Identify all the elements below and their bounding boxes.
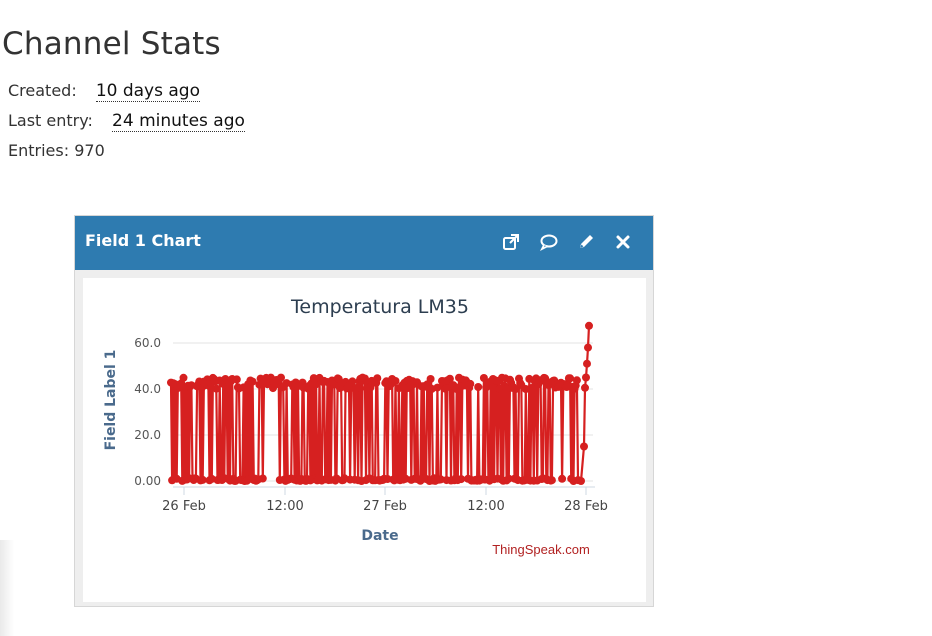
data-point	[441, 384, 450, 393]
data-point	[212, 384, 221, 393]
y-tick-label: 40.0	[134, 382, 161, 396]
close-icon[interactable]	[612, 231, 634, 253]
data-point	[457, 475, 466, 484]
data-point	[577, 477, 585, 485]
data-point	[547, 476, 556, 485]
data-point	[232, 375, 241, 384]
data-point	[511, 385, 520, 393]
data-point	[373, 374, 382, 383]
chart-area: Temperatura LM35 Date Field Label 1 Thin…	[83, 278, 646, 602]
data-point	[558, 474, 567, 483]
created-label: Created:	[8, 81, 77, 100]
x-tick-label: 27 Feb	[363, 499, 407, 514]
x-axis-label: Date	[361, 528, 398, 544]
left-edge-shadow	[0, 540, 14, 636]
x-tick-label: 12:00	[467, 499, 504, 514]
y-tick-label: 0.00	[134, 474, 161, 488]
tick-layer: 0.00 20.0 40.0 60.0 26 Feb 12:00 27 Feb 12:00 28…	[134, 336, 608, 514]
page-title: Channel Stats	[2, 26, 221, 62]
data-point	[584, 343, 592, 352]
data-point	[426, 375, 435, 383]
data-point	[583, 359, 591, 368]
data-point	[504, 474, 513, 483]
x-tick-label: 28 Feb	[564, 499, 608, 514]
data-point	[348, 377, 357, 386]
last-entry-value: 24 minutes ago	[112, 111, 245, 132]
data-point	[582, 373, 590, 382]
data-point	[445, 374, 454, 383]
channel-stats: Created: 10 days ago Last entry: 24 minu…	[8, 78, 245, 168]
series-line	[169, 325, 591, 485]
data-point	[580, 442, 588, 451]
data-point	[391, 377, 400, 385]
data-point	[198, 475, 207, 484]
data-point	[366, 383, 375, 392]
widget-header: Field 1 Chart	[75, 216, 653, 270]
data-point	[309, 374, 318, 383]
last-entry-label: Last entry:	[8, 111, 93, 130]
chart-svg: Temperatura LM35 Date Field Label 1 Thin…	[103, 296, 608, 557]
data-point	[258, 474, 267, 483]
stat-last-entry: Last entry: 24 minutes ago	[8, 108, 245, 138]
y-tick-label: 20.0	[134, 428, 161, 442]
series-layer	[167, 321, 593, 485]
comment-icon[interactable]	[538, 231, 560, 253]
data-point	[528, 384, 537, 393]
data-point	[466, 379, 475, 388]
data-point	[581, 383, 589, 392]
data-point	[179, 373, 188, 382]
data-point	[360, 374, 369, 383]
field-chart-widget: Field 1 Chart	[74, 215, 654, 607]
created-value: 10 days ago	[95, 81, 200, 102]
data-point	[474, 383, 483, 391]
entries-label: Entries: 970	[8, 141, 105, 160]
widget-title: Field 1 Chart	[85, 231, 201, 250]
data-point	[312, 380, 321, 389]
x-tick-label: 12:00	[266, 499, 303, 514]
x-tick-label: 26 Feb	[162, 499, 206, 514]
data-point	[277, 373, 285, 382]
stat-created: Created: 10 days ago	[8, 78, 245, 108]
data-point	[566, 374, 575, 383]
y-tick-label: 60.0	[134, 336, 161, 350]
data-point	[572, 376, 581, 385]
data-point	[248, 377, 257, 386]
pencil-icon[interactable]	[575, 231, 597, 253]
data-point	[352, 383, 361, 392]
stat-entries: Entries: 970	[8, 138, 245, 168]
chart-title: Temperatura LM35	[290, 296, 469, 318]
chart-credit[interactable]: ThingSpeak.com	[492, 542, 590, 557]
external-link-icon[interactable]	[500, 231, 522, 253]
data-point	[585, 321, 593, 330]
y-axis-label: Field Label 1	[103, 350, 119, 451]
